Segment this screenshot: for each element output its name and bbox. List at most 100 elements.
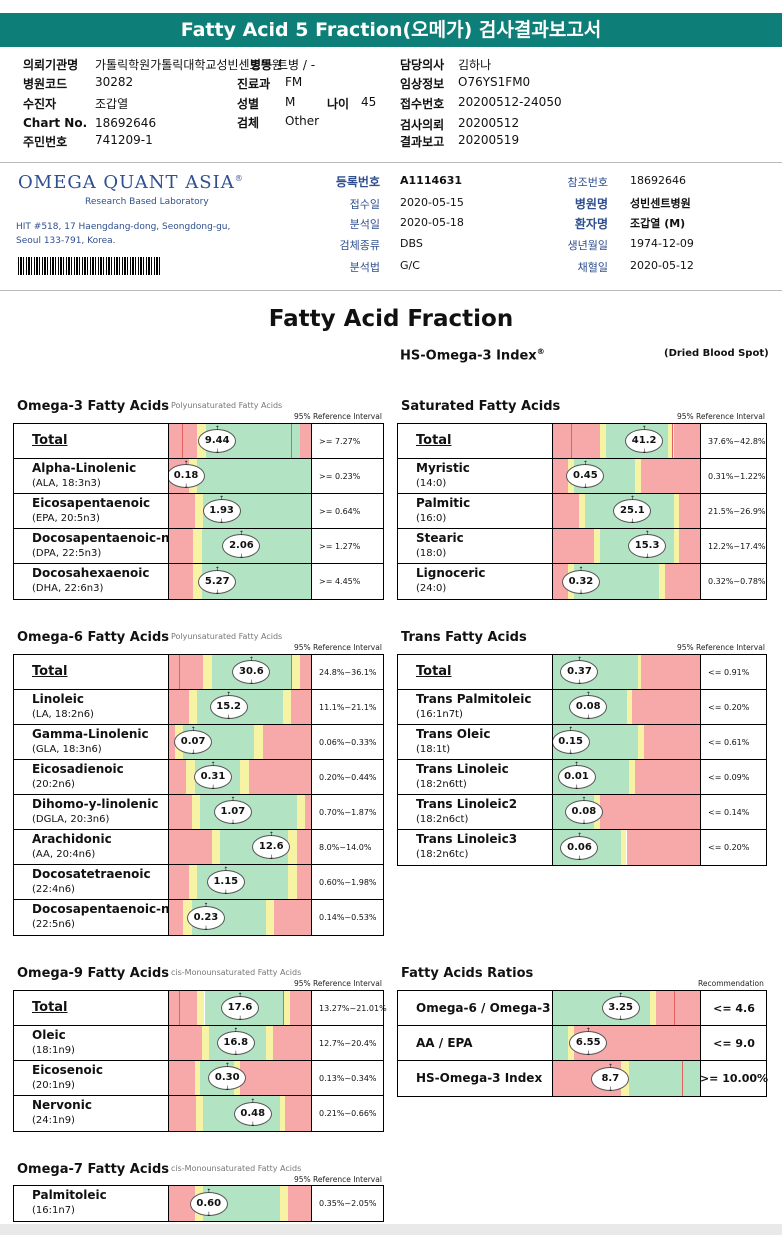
marker-down-arrow: ↓	[250, 1120, 256, 1128]
value-marker: ↑ 0.01 ↓	[557, 762, 596, 791]
range-zone	[288, 1186, 311, 1221]
marker-value: 0.30	[214, 1072, 240, 1083]
reference-value: 0.70%~1.87%	[319, 807, 377, 817]
anal-value: 2020-05-18	[400, 216, 464, 229]
table-row: Linoleic (LA, 18:2n6) ↑ 15.2 ↓ 11.1%~21.1%	[14, 690, 383, 725]
range-zone	[188, 865, 198, 899]
range-bar: ↑ 6.55 ↓	[553, 1026, 701, 1060]
report-title: Fatty Acid 5 Fraction(오메가) 검사결과보고서	[0, 13, 782, 47]
reg-label: 등록번호	[335, 175, 380, 189]
marker-up-arrow: ↑	[203, 901, 209, 909]
marker-up-arrow: ↑	[585, 691, 591, 698]
range-tick	[178, 991, 180, 1025]
ward-value: 트병 / -	[277, 58, 316, 72]
range-zone	[262, 725, 311, 759]
range-zone	[553, 494, 580, 528]
marker-down-arrow: ↓	[576, 679, 582, 686]
range-bar: ↑ 1.15 ↓	[169, 865, 312, 899]
range-zone	[188, 690, 198, 724]
omega9-reference-title: 95% Reference Interval	[294, 979, 382, 988]
marker-down-arrow: ↓	[618, 1015, 624, 1022]
row-name: Stearic	[416, 531, 464, 545]
marker-value: 1.93	[209, 505, 234, 516]
method-label: 분석법	[349, 261, 380, 274]
range-zone	[169, 1026, 202, 1060]
range-tick	[682, 1061, 684, 1096]
marker-value: 0.15	[558, 736, 583, 747]
reference-value: <= 0.61%	[708, 737, 750, 747]
request-value: 20200512	[458, 116, 520, 130]
range-zone	[279, 1096, 286, 1131]
marker-value: 0.07	[180, 736, 206, 747]
marker-up-arrow: ↑	[183, 460, 189, 467]
row-subname: (14:0)	[416, 478, 447, 489]
range-bar: ↑ 12.6 ↓	[169, 830, 312, 864]
marker-value: 17.6	[227, 1002, 253, 1013]
value-marker: ↑ 0.32 ↓	[561, 566, 600, 595]
chart-value: 18692646	[95, 116, 157, 130]
marker-value: 0.60	[196, 1197, 222, 1209]
range-zone	[626, 690, 633, 724]
marker-up-arrow: ↑	[585, 1027, 591, 1034]
range-bar: ↑ 0.08 ↓	[553, 795, 701, 829]
range-zone	[673, 424, 700, 458]
marker-down-arrow: ↓	[585, 714, 591, 721]
specimen-label: 검체	[237, 116, 260, 130]
reference-value: <= 0.20%	[708, 843, 750, 852]
row-name-cell: Total	[14, 655, 169, 689]
range-zone	[169, 725, 175, 759]
range-bar: ↑ 1.07 ↓	[169, 795, 312, 829]
value-marker: ↑ 30.6 ↓	[232, 657, 271, 686]
range-zone	[169, 991, 198, 1025]
row-subname: (18:1n9)	[32, 1045, 75, 1056]
saturated-reference-title: 95% Reference Interval	[677, 412, 765, 421]
row-name-cell: Trans Palmitoleic (16:1n7t)	[398, 690, 553, 724]
range-zone	[655, 991, 700, 1025]
range-zone	[282, 690, 292, 724]
row-name-cell: Trans Linoleic2 (18:2n6ct)	[398, 795, 553, 829]
ref-value: 18692646	[630, 174, 686, 187]
row-name: Oleic	[32, 1028, 66, 1042]
range-zone	[638, 725, 645, 759]
table-row: Eicosenoic (20:1n9) ↑ 0.30 ↓ 0.13%~0.34%	[14, 1061, 383, 1096]
range-bar: ↑ 16.8 ↓	[169, 1026, 312, 1060]
row-name: HS-Omega-3 Index	[416, 1071, 543, 1085]
range-zone	[169, 564, 194, 599]
row-subname: (DHA, 22:6n3)	[32, 583, 104, 594]
barcode	[18, 257, 160, 275]
index-title: HS-Omega-3 Index®	[400, 347, 545, 364]
row-subname: (LA, 18:2n6)	[32, 709, 94, 720]
range-tick	[673, 991, 675, 1025]
marker-value: 41.2	[631, 435, 657, 446]
method-value: G/C	[400, 259, 420, 272]
range-zone	[679, 529, 700, 563]
row-name: Nervonic	[32, 1098, 92, 1112]
marker-value: 5.27	[204, 575, 230, 587]
marker-down-arrow: ↓	[574, 784, 580, 791]
table-row: Trans Linoleic2 (18:2n6ct) ↑ 0.08 ↓ <= 0.14%	[398, 795, 766, 830]
reference-value: >= 0.64%	[319, 506, 361, 516]
range-bar: ↑ 8.7 ↓	[553, 1061, 701, 1096]
anal-label: 분석일	[349, 218, 380, 231]
marker-up-arrow: ↑	[607, 1062, 613, 1070]
range-zone	[673, 529, 680, 563]
row-subname: (AA, 20:4n6)	[32, 849, 96, 860]
range-zone	[279, 1186, 289, 1221]
value-marker: ↑ 0.08 ↓	[564, 797, 603, 826]
lab-address-line2: Seoul 133-791, Korea.	[16, 236, 116, 246]
range-zone	[194, 494, 204, 528]
row-name: Eicosapentaenoic	[32, 496, 151, 510]
range-bar: ↑ 0.23 ↓	[169, 900, 312, 935]
range-zone	[197, 991, 205, 1025]
range-zone	[169, 690, 189, 724]
marker-down-arrow: ↓	[585, 1050, 591, 1057]
hosp-label: 병원명	[574, 197, 608, 211]
range-zone	[285, 1096, 311, 1131]
range-bar: ↑ 30.6 ↓	[169, 655, 312, 689]
marker-value: 0.08	[575, 701, 601, 712]
row-name-cell: Palmitic (16:0)	[398, 494, 553, 528]
reference-value: <= 0.91%	[708, 667, 750, 677]
ref-label: 참조번호	[567, 176, 608, 189]
range-zone	[305, 795, 311, 829]
marker-down-arrow: ↓	[582, 483, 588, 490]
